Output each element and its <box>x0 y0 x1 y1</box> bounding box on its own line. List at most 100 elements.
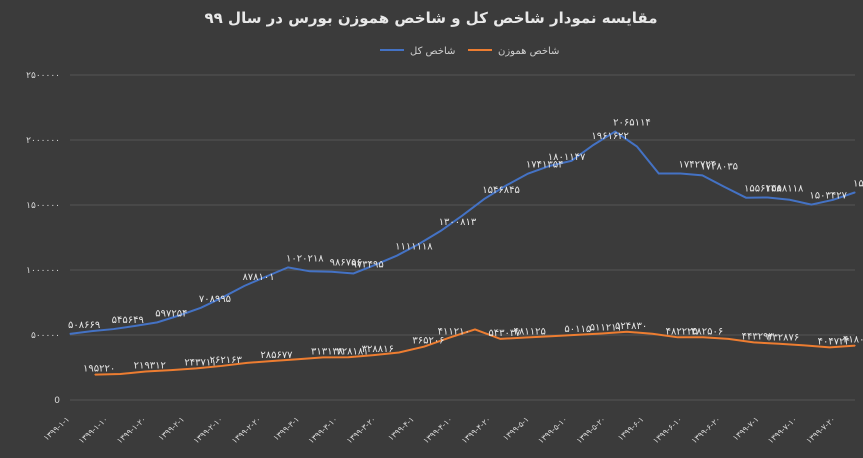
data-label-equal-weight: ۳۱۳۱۳۸ <box>311 346 344 357</box>
data-label-total: ۷۰۸۹۹۵ <box>199 294 231 305</box>
chart-title: مقایسه نمودار شاخص کل و شاخص هموزن بورس … <box>205 9 658 27</box>
data-point-equal-weight <box>221 365 223 367</box>
data-point-equal-weight <box>474 328 476 331</box>
data-point-total <box>788 199 791 201</box>
data-point-equal-weight <box>271 360 273 362</box>
data-label-equal-weight: ۴۱۱۲۱۰ <box>438 327 470 338</box>
data-point-total <box>527 173 529 175</box>
data-label-equal-weight: ۴۳۲۸۷۶ <box>767 333 799 344</box>
data-label-equal-weight: ۴۸۱۱۲۵ <box>514 326 546 337</box>
x-tick-label: ۱۳۹۹-۲-۲۰ <box>230 415 263 446</box>
data-point-equal-weight <box>854 345 856 347</box>
x-tick-label: ۱۳۹۹-۵-۲۰ <box>575 415 608 446</box>
data-label-equal-weight: ۳۲۸۸۱۶ <box>362 344 394 355</box>
data-point-equal-weight <box>753 341 755 343</box>
data-point-equal-weight <box>575 334 577 336</box>
data-label-equal-weight: ۵۴۳۰۳۷ <box>488 328 521 339</box>
data-label-total: ۱۷۲۸۰۳۵ <box>700 161 738 172</box>
data-label-total: ۵۹۷۲۵۴ <box>155 308 187 319</box>
data-label-equal-weight: ۲۸۵۶۷۷ <box>260 350 293 361</box>
data-point-total <box>832 199 834 201</box>
x-tick-label: ۱۳۹۹-۳-۱۰ <box>307 415 340 446</box>
data-point-total <box>134 325 137 327</box>
x-tick-label: ۱۳۹۹-۶-۲۰ <box>690 415 723 446</box>
series <box>69 130 856 376</box>
data-point-equal-weight <box>778 343 780 345</box>
data-label-equal-weight: ۱۹۵۲۲۰ <box>83 364 115 375</box>
data-point-total <box>178 314 180 317</box>
y-tick-label: ۱۵۰۰۰۰۰ <box>26 201 60 211</box>
data-label-total: ۵۴۵۶۴۹ <box>112 315 144 326</box>
data-point-total <box>505 184 507 187</box>
data-label-total: ۹۸۶۷۵۶ <box>330 258 362 269</box>
data-point-total <box>570 160 573 162</box>
data-label-equal-weight: ۳۶۵۲۰۶ <box>412 336 444 347</box>
data-point-total <box>461 214 464 216</box>
data-point-equal-weight <box>373 354 375 356</box>
data-label-total: ۱۵۰۳۴۲۷ <box>809 191 847 202</box>
y-tick-label: ۱۰۰۰۰۰۰ <box>26 266 60 276</box>
data-label-equal-weight: ۴۸۲۵۰۶ <box>691 326 723 337</box>
x-tick-label: ۱۳۹۹-۱-۲۰ <box>115 415 148 446</box>
data-point-equal-weight <box>651 333 653 335</box>
data-label-equal-weight: ۴۸۲۲۲۵ <box>666 326 698 337</box>
data-point-total <box>396 254 398 257</box>
data-label-equal-weight: ۵۲۴۸۳۰ <box>615 321 647 332</box>
data-point-equal-weight <box>550 335 552 337</box>
legend-label-equal-weight: شاخص هموزن <box>498 46 559 57</box>
x-tick-label: ۱۳۹۹-۴-۱۰ <box>422 415 455 446</box>
data-point-total <box>331 271 333 273</box>
data-point-equal-weight <box>626 331 628 333</box>
data-point-equal-weight <box>525 336 527 339</box>
x-tick-label: ۱۳۹۹-۲-۱ <box>157 415 186 443</box>
y-tick-label: 0 <box>54 396 60 406</box>
data-point-equal-weight <box>170 369 172 371</box>
data-label-equal-weight: ۴۱۸۰۰۰ <box>843 335 863 346</box>
data-label-total: ۱۵۹۷۱۲۴ <box>853 178 863 189</box>
data-label-total: ۱۵۴۶۸۴۵ <box>482 185 520 196</box>
x-tick-label: ۱۳۹۹-۱-۱۰ <box>77 415 110 446</box>
data-label-total: ۱۳۰۰۸۱۳ <box>439 217 477 228</box>
data-label-total: ۵۰۸۶۶۹ <box>68 320 100 331</box>
y-tick-label: ۲۰۰۰۰۰۰ <box>26 136 60 146</box>
data-point-total <box>113 328 115 330</box>
data-point-equal-weight <box>499 338 501 340</box>
data-point-total <box>723 186 725 188</box>
data-label-equal-weight: ۴۰۴۷۲۴ <box>818 336 850 347</box>
data-point-total <box>222 296 224 298</box>
data-point-equal-weight <box>119 373 121 375</box>
x-tick-label: ۱۳۹۹-۲-۱۰ <box>192 415 225 446</box>
x-tick-label: ۱۳۹۹-۳-۲۰ <box>345 415 378 446</box>
data-point-total <box>156 321 158 323</box>
x-tick-label: ۱۳۹۹-۶-۱۰ <box>651 415 684 446</box>
data-point-total <box>287 266 289 268</box>
data-label-total: ۱۷۴۲۷۲۴ <box>679 159 717 170</box>
data-point-total <box>614 130 616 133</box>
data-labels: ۵۰۸۶۶۹ ۵۴۵۶۴۹ ۵۹۷۲۵۴ ۷۰۸۹۹۵ ۸۷۸۱۰۱ ۱۰۲۰۲۱۸ ۹۸۶… <box>68 118 863 375</box>
y-axis-ticks: 0 ۵۰۰۰۰۰ ۱۰۰۰۰۰۰ ۱۵۰۰۰۰۰ ۲۰۰۰۰۰۰ ۲۵۰۰۰۰۰ <box>26 71 60 406</box>
data-point-total <box>592 144 594 146</box>
data-point-equal-weight <box>727 338 729 340</box>
x-tick-label: ۱۳۹۹-۵-۱۰ <box>536 415 569 446</box>
data-point-total <box>483 198 485 200</box>
gridlines <box>70 74 855 401</box>
data-point-total <box>810 203 812 206</box>
data-point-total <box>549 165 551 167</box>
data-point-total <box>374 264 376 266</box>
data-point-equal-weight <box>145 370 147 373</box>
data-label-equal-weight: ۴۴۳۲۹۳ <box>742 331 775 342</box>
data-point-total <box>265 275 267 278</box>
data-point-total <box>91 330 93 332</box>
data-point-total <box>679 172 682 175</box>
data-point-total <box>854 191 856 193</box>
data-point-equal-weight <box>94 374 96 376</box>
data-label-equal-weight: ۳۲۸۱۸۱ <box>336 346 368 357</box>
data-label-total: ۱۰۲۰۲۱۸ <box>286 253 324 264</box>
x-tick-label: ۱۳۹۹-۴-۲۰ <box>460 415 493 446</box>
data-label-total: ۱۱۱۱۱۱۸ <box>395 242 433 253</box>
data-point-total <box>352 272 355 275</box>
data-label-total: ۹۷۳۴۹۵ <box>351 259 383 270</box>
data-point-total <box>418 243 420 245</box>
legend-label-total: شاخص کل <box>410 46 455 57</box>
